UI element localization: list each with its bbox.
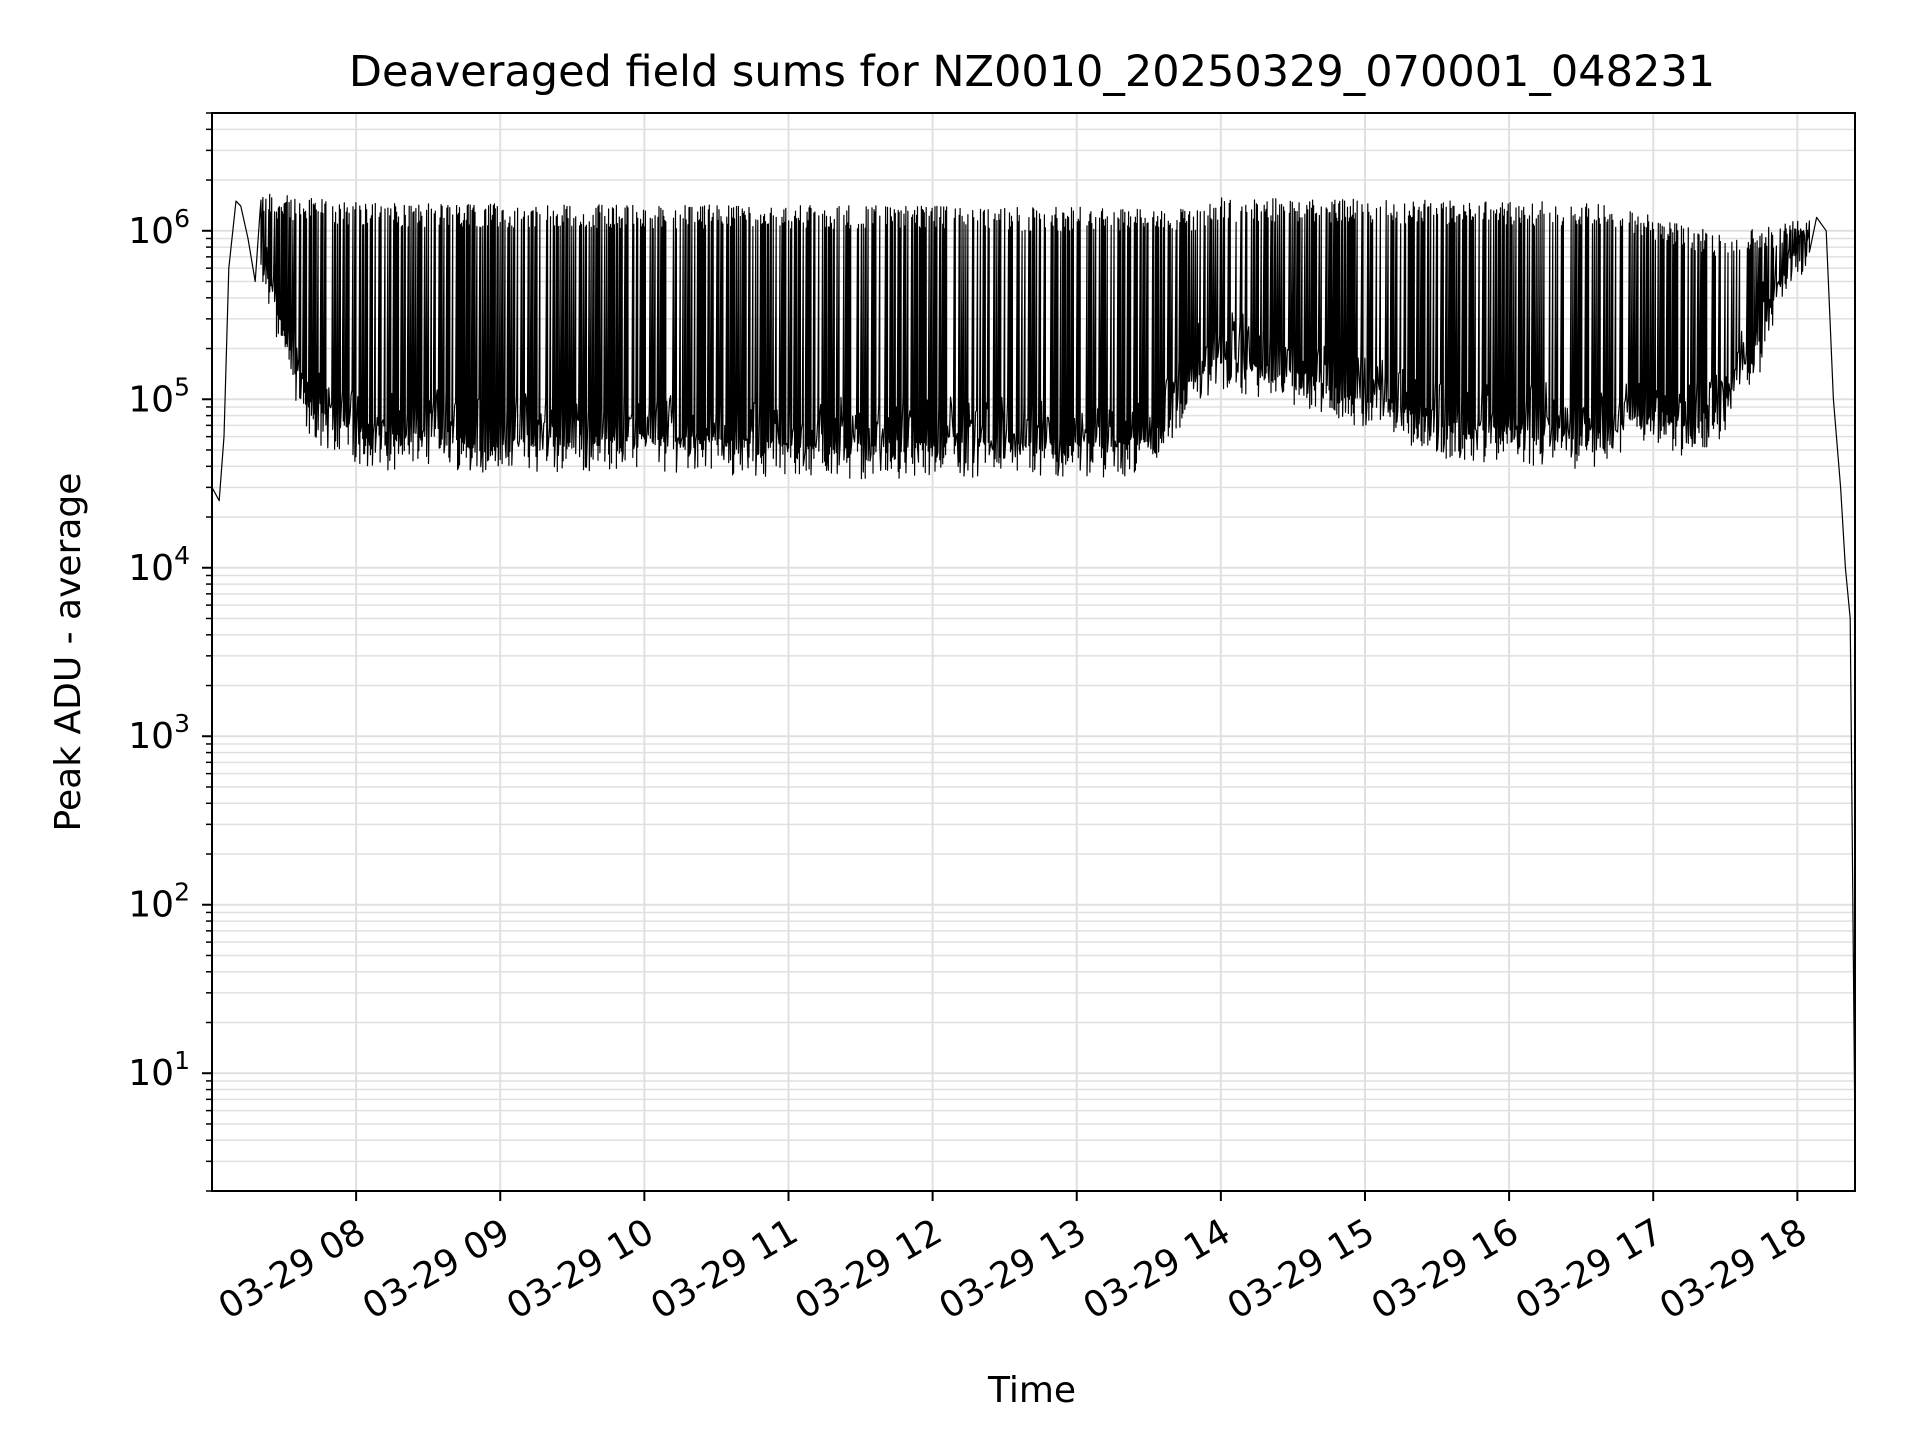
y-tick-label: 106	[128, 204, 190, 252]
y-tick-exponent: 3	[174, 709, 190, 738]
chart-title: Deaveraged field sums for NZ0010_2025032…	[349, 47, 1715, 97]
y-tick-exponent: 1	[174, 1046, 190, 1075]
y-tick-label: 101	[128, 1046, 190, 1094]
y-tick-base: 10	[128, 379, 174, 420]
y-tick-label: 104	[128, 541, 190, 589]
y-tick-label: 105	[128, 372, 190, 420]
y-tick-base: 10	[128, 885, 174, 926]
y-tick-base: 10	[128, 548, 174, 589]
y-tick-exponent: 4	[174, 541, 190, 570]
y-tick-exponent: 5	[174, 372, 190, 401]
x-axis-label: Time	[987, 1370, 1076, 1411]
series-line	[211, 193, 1856, 1141]
plot-frame	[211, 112, 1856, 1192]
y-tick-exponent: 2	[174, 878, 190, 907]
y-axis-label: Peak ADU - average	[48, 473, 89, 832]
y-tick-base: 10	[128, 211, 174, 252]
y-tick-base: 10	[128, 716, 174, 757]
y-tick-label: 102	[128, 878, 190, 926]
y-tick-label: 103	[128, 709, 190, 757]
y-tick-exponent: 6	[174, 204, 190, 233]
data-layer	[211, 193, 1856, 1141]
y-tick-base: 10	[128, 1053, 174, 1094]
